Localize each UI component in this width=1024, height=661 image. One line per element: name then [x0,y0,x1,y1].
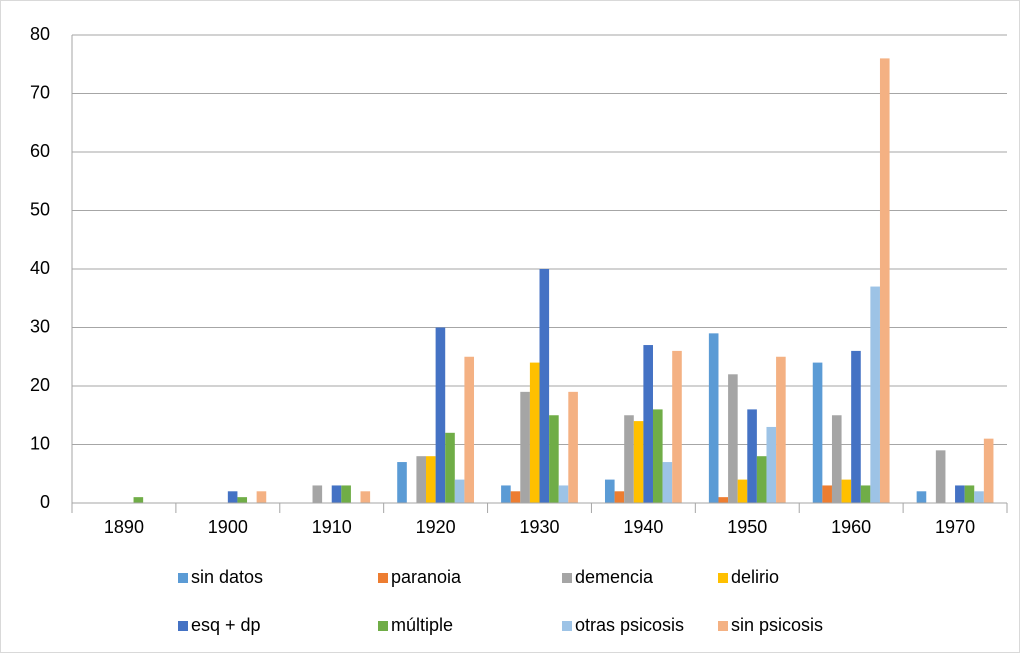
bar [776,356,786,503]
bar [916,491,927,503]
bar [529,362,540,503]
bar [510,491,521,503]
bar [341,485,351,503]
x-tick-label: 1890 [104,517,144,537]
bar [614,491,625,503]
bar [728,374,738,503]
bar [718,497,729,503]
bar [983,438,994,503]
bar [549,415,559,503]
bar [831,415,842,503]
bar [633,421,644,503]
y-tick-label: 70 [30,82,50,102]
legend-swatch [178,621,188,631]
bar [860,485,871,503]
bar [841,479,852,503]
bar [652,409,663,503]
bar [747,409,757,503]
legend-label: sin psicosis [731,615,823,635]
bar [237,497,248,503]
legend-label: otras psicosis [575,615,684,635]
bar [708,333,719,503]
bar [672,350,682,503]
bar [558,485,569,503]
y-tick-label: 60 [30,141,50,161]
legend-swatch [562,621,572,631]
x-tick-label: 1900 [208,517,248,537]
bar [501,485,511,503]
bar [643,345,653,503]
bar [964,485,975,503]
bar [426,456,436,503]
bar [331,485,342,503]
bar [662,462,673,503]
bar [974,491,984,503]
y-tick-label: 50 [30,199,50,219]
bar [445,432,455,503]
bar [812,362,823,503]
y-tick-label: 30 [30,316,50,336]
y-tick-label: 10 [30,433,50,453]
bar [822,485,832,503]
legend-label: sin datos [191,567,263,587]
x-tick-label: 1910 [312,517,352,537]
bar [539,269,550,503]
bar [756,456,767,503]
legend-label: delirio [731,567,779,587]
bar [256,491,267,503]
legend-swatch [718,573,728,583]
x-tick-label: 1940 [623,517,663,537]
legend-swatch [718,621,728,631]
legend-swatch [178,573,188,583]
x-tick-label: 1960 [831,517,871,537]
bar [870,286,880,503]
x-tick-label: 1920 [416,517,456,537]
bar [935,450,946,503]
bar [435,327,446,503]
bar [604,479,615,503]
bar [766,426,777,503]
legend-swatch [378,621,388,631]
legend-swatch [378,573,388,583]
bar [879,58,890,504]
bar [454,479,465,503]
bar [955,485,965,503]
bar [397,462,407,503]
bar [624,415,634,503]
bar [360,491,371,503]
y-tick-label: 0 [40,492,50,512]
legend-label: múltiple [391,615,453,635]
bar [133,497,144,503]
y-tick-label: 20 [30,375,50,395]
legend-label: esq + dp [191,615,261,635]
bar [851,350,861,503]
legend-swatch [562,573,572,583]
bar [464,356,475,503]
bar [416,456,427,503]
bar [737,479,748,503]
x-tick-label: 1950 [727,517,767,537]
bar [568,391,578,503]
legend-label: paranoia [391,567,462,587]
legend-label: demencia [575,567,654,587]
bar [312,485,323,503]
bar [520,391,530,503]
y-tick-label: 40 [30,258,50,278]
x-tick-label: 1970 [935,517,975,537]
bar [227,491,238,503]
y-tick-label: 80 [30,24,50,44]
x-tick-label: 1930 [519,517,559,537]
